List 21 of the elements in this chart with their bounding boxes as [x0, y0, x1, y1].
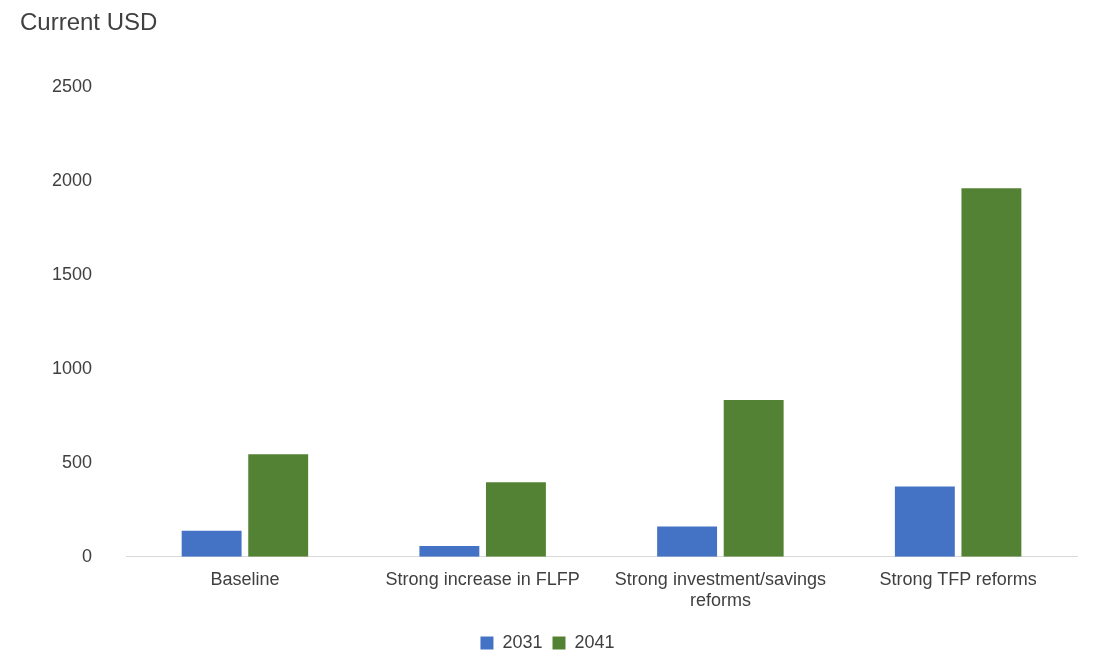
- y-tick-label: 2500: [52, 75, 93, 96]
- bar: [723, 400, 784, 557]
- bar: [419, 545, 480, 557]
- y-tick-label: 0: [82, 545, 93, 566]
- x-tick-label: Strong investment/savings reforms: [614, 568, 826, 611]
- y-axis-title: Current USD: [20, 8, 159, 37]
- y-tick-label: 1000: [52, 357, 93, 378]
- x-tick-label: Baseline: [210, 568, 280, 589]
- bar: [961, 188, 1022, 557]
- y-tick-label: 2000: [52, 169, 93, 190]
- bar: [894, 486, 955, 557]
- x-tick-label: Strong TFP reforms: [879, 568, 1037, 589]
- x-tick-label: Strong increase in FLFP: [385, 568, 580, 589]
- legend-label: 2041: [574, 631, 615, 652]
- y-tick-label: 500: [62, 451, 93, 472]
- bar: [248, 454, 309, 557]
- bar: [181, 530, 242, 557]
- y-tick-label: 1500: [52, 263, 93, 284]
- bar: [485, 482, 546, 557]
- bar: [657, 526, 718, 557]
- legend-label: 2031: [502, 631, 543, 652]
